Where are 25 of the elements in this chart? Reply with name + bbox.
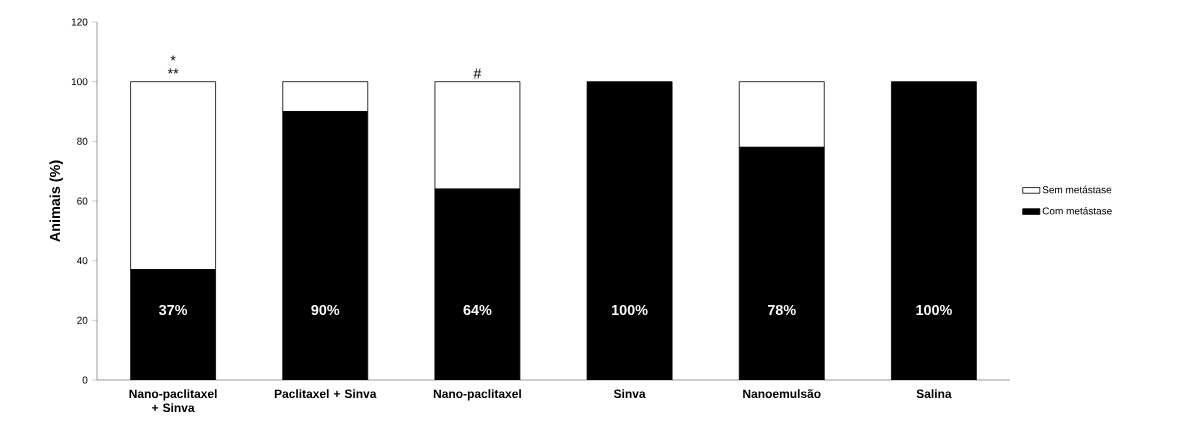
y-tick-label: 20 — [77, 316, 88, 324]
annotation: ** — [167, 68, 179, 74]
annotation: # — [473, 68, 482, 79]
data-label: 37% — [159, 304, 188, 316]
x-tick-label: Sinva — [613, 389, 646, 398]
y-axis-title: Animais (%) — [49, 160, 63, 242]
y-tick-label: 0 — [82, 376, 88, 384]
legend-label: Sem metástase — [1042, 185, 1112, 194]
y-tick-label: 60 — [77, 197, 88, 205]
data-label: 100% — [916, 304, 952, 316]
x-tick-label: Nanoemulsão — [743, 389, 821, 398]
x-tick-label: Paclitaxel + Sinva — [274, 389, 377, 398]
x-tick-label: Salina — [916, 389, 952, 398]
y-tick-label: 80 — [77, 137, 88, 145]
y-tick-label: 40 — [76, 257, 88, 265]
data-label: 100% — [612, 304, 648, 316]
data-label: 78% — [767, 304, 796, 316]
data-label: 90% — [311, 304, 340, 316]
y-tick-label: 100 — [71, 78, 88, 86]
legend-label: Com metástase — [1042, 206, 1112, 215]
data-label: 64% — [463, 304, 492, 316]
annotation: * — [170, 55, 176, 61]
x-tick-label: Nano-paclitaxel — [433, 389, 521, 401]
y-tick-label: 120 — [71, 18, 88, 26]
x-tick-label: Nano-paclitaxel + Sinva — [129, 389, 217, 412]
